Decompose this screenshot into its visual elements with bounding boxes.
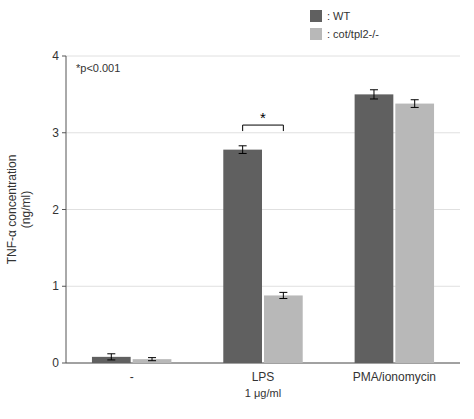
error-cap: [148, 357, 156, 358]
tick-mark: [62, 363, 66, 364]
error-cap: [370, 98, 378, 99]
tick-label: 3: [52, 126, 59, 140]
error-cap: [239, 153, 247, 154]
legend-swatch: [310, 10, 322, 22]
error-bar: [411, 100, 419, 108]
annotation: 1 μg/ml: [245, 387, 281, 399]
error-cap: [107, 359, 115, 360]
chart: 0 1 2 3 4 TNF-α concentration(ng/ml) - LPS PMA/i…: [0, 0, 474, 419]
tick-label: LPS: [252, 370, 275, 384]
error-cap: [148, 360, 156, 361]
error-cap: [370, 89, 378, 90]
error-bar: [239, 146, 247, 154]
tick-label: PMA/ionomycin: [353, 370, 436, 384]
error-cap: [411, 99, 419, 100]
error-cap: [107, 353, 115, 354]
axis-line: [66, 56, 67, 363]
tick-mark: [62, 56, 66, 57]
error-cap: [279, 292, 287, 293]
error-line: [283, 292, 284, 298]
tick-label: -: [130, 370, 134, 384]
bar: [264, 295, 303, 363]
y-axis: 0 1 2 3 4: [52, 49, 460, 370]
tick-label: 4: [52, 49, 59, 63]
axis-label-line: TNF-α concentration: [5, 155, 19, 265]
axis-label-line: (ng/ml): [19, 191, 33, 228]
tick-label: 2: [52, 203, 59, 217]
tick-mark: [62, 286, 66, 287]
error-cap: [411, 107, 419, 108]
tick-label: 1: [52, 279, 59, 293]
error-bar: [148, 358, 156, 361]
bars: [92, 90, 434, 363]
error-line: [414, 100, 415, 108]
annotation: *p<0.001: [76, 62, 120, 74]
tick-label: 0: [52, 356, 59, 370]
error-bar: [107, 354, 115, 360]
legend-label: : WT: [327, 10, 350, 22]
tick-mark: [62, 209, 66, 210]
annotation: *: [260, 109, 266, 126]
error-line: [242, 146, 243, 154]
error-cap: [239, 145, 247, 146]
bar: [355, 94, 394, 363]
legend-swatch: [310, 28, 322, 40]
error-line: [111, 354, 112, 360]
error-bar: [370, 90, 378, 99]
error-cap: [279, 298, 287, 299]
legend: : WT : cot/tpl2-/-: [310, 10, 379, 40]
error-line: [373, 90, 374, 99]
axis-label: TNF-α concentration(ng/ml): [5, 155, 33, 265]
legend-label: : cot/tpl2-/-: [327, 28, 379, 40]
tick-mark: [62, 132, 66, 133]
grid-line: [66, 56, 460, 57]
bar: [223, 150, 262, 363]
bar: [395, 104, 434, 363]
error-bar: [279, 292, 287, 298]
